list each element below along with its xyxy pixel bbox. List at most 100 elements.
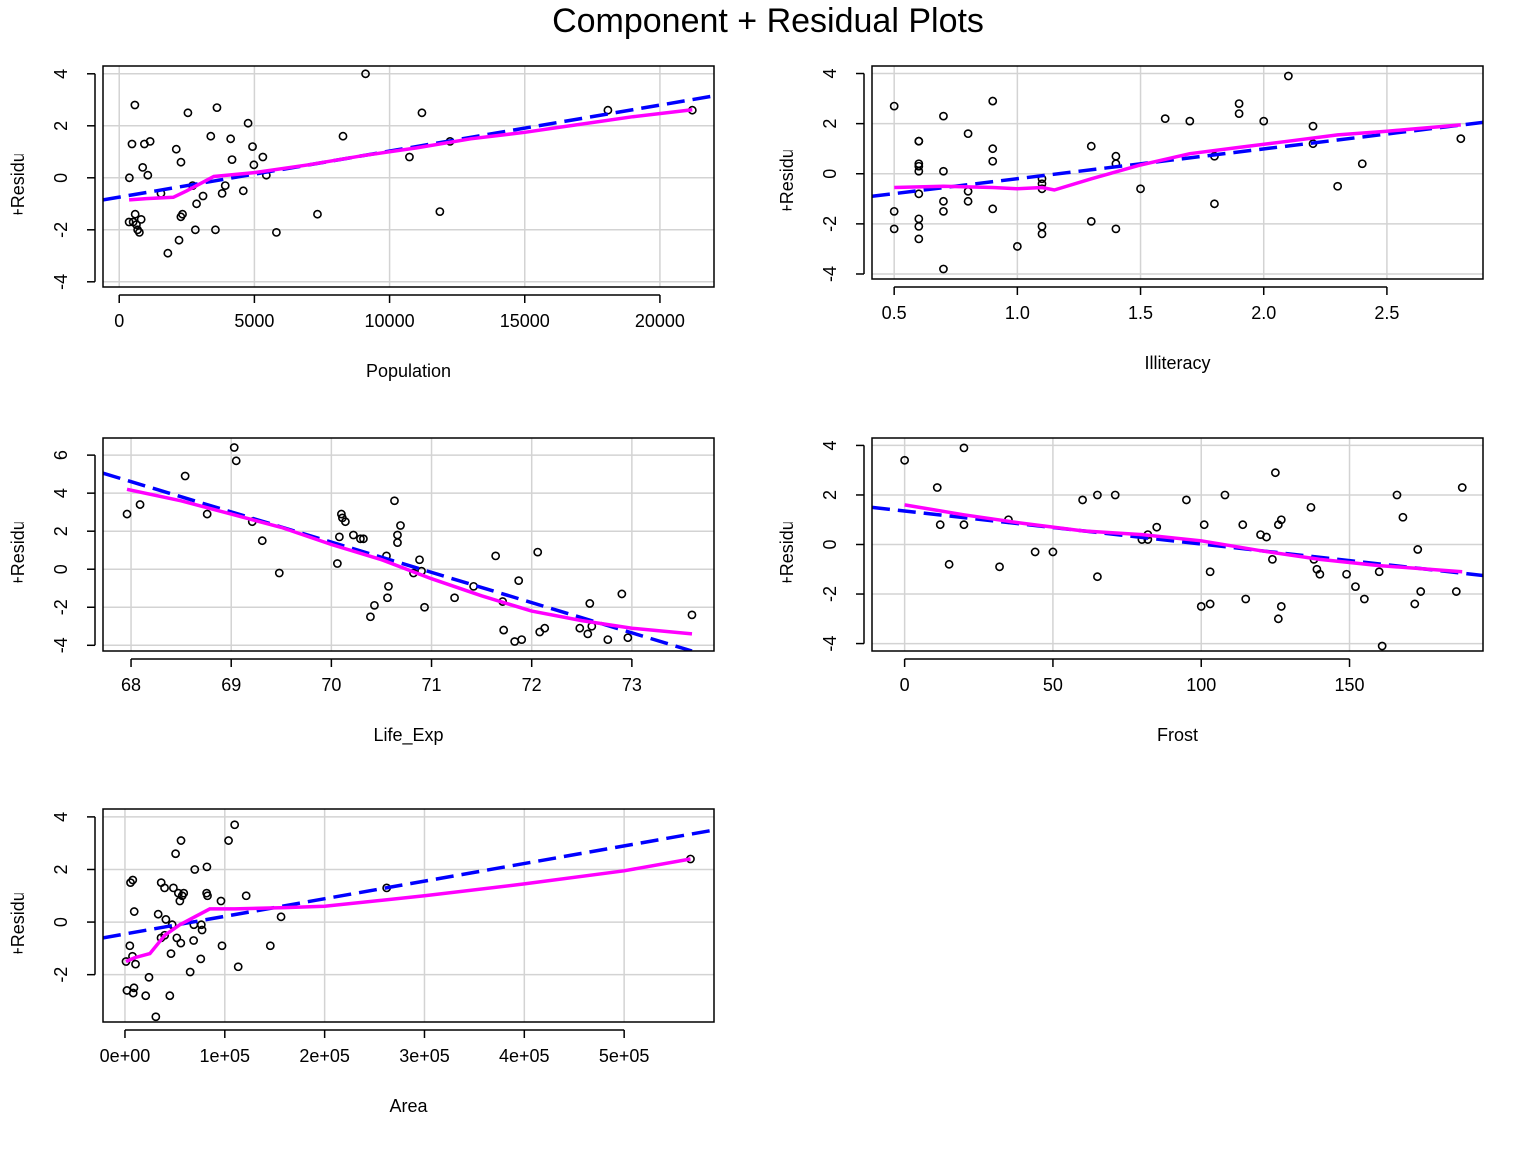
- data-point: [1205, 567, 1215, 577]
- data-point: [361, 69, 370, 79]
- data-point: [415, 555, 424, 565]
- data-point: [190, 225, 200, 235]
- data-point: [165, 991, 175, 1001]
- data-point: [935, 520, 945, 530]
- data-point: [1413, 545, 1423, 554]
- data-point: [1398, 512, 1408, 522]
- y-tick-label: 0: [51, 564, 71, 574]
- figure-title: Component + Residual Plots: [552, 2, 984, 40]
- panel-population: 0 5000 10000 15000 20000 Population -4 -2 0 2 4 Com…: [8, 65, 715, 381]
- data-point: [243, 118, 253, 128]
- data-point: [617, 589, 627, 599]
- data-point: [258, 152, 268, 162]
- data-point: [171, 144, 181, 154]
- data-point: [1234, 109, 1244, 119]
- data-point: [196, 954, 206, 964]
- data-point: [1342, 569, 1351, 579]
- data-point: [153, 909, 163, 919]
- data-point: [914, 189, 924, 199]
- x-axis: 0 50 100 150 Frost: [900, 658, 1365, 745]
- data-point: [338, 131, 348, 141]
- data-point: [1451, 587, 1461, 596]
- smooth-fit-line: [125, 857, 691, 964]
- data-point: [124, 217, 134, 227]
- data-point: [178, 209, 187, 219]
- x-tick-label: 2.0: [1251, 303, 1276, 323]
- data-point: [393, 530, 402, 540]
- x-tick-label: 5e+05: [599, 1046, 650, 1066]
- data-point: [499, 625, 509, 635]
- data-point: [174, 235, 184, 245]
- y-tick-label: 4: [820, 440, 840, 450]
- data-point: [575, 623, 585, 633]
- data-point: [176, 836, 186, 845]
- data-point: [190, 865, 200, 874]
- x-tick-label: 70: [321, 675, 341, 695]
- data-point: [274, 568, 284, 578]
- x-tick-label: 1.0: [1005, 303, 1030, 323]
- panel-frost: 0 50 100 150 Frost -4 -2 0 2 4 Component+Residual(…: [777, 437, 1484, 745]
- x-tick-label: 0: [900, 675, 910, 695]
- data-point: [1181, 495, 1191, 505]
- data-point: [959, 443, 969, 453]
- x-axis-label: Area: [389, 1096, 428, 1116]
- data-point: [122, 509, 132, 519]
- x-axis-label: Illiteracy: [1144, 353, 1210, 373]
- panel-illiteracy: 0.5 1.0 1.5 2.0 2.5 Illiteracy -4 -2 0 2 4 Componen…: [777, 65, 1484, 373]
- x-tick-label: 68: [121, 675, 141, 695]
- grid-lines: [872, 438, 1483, 651]
- data-point: [179, 888, 189, 898]
- data-point: [212, 103, 222, 112]
- plot-area: [103, 820, 714, 1022]
- data-point: [176, 938, 186, 948]
- data-point: [230, 820, 240, 830]
- data-point: [959, 520, 969, 530]
- y-tick-label: 6: [51, 450, 71, 460]
- y-tick-label: 4: [51, 69, 71, 79]
- x-tick-label: 4e+05: [499, 1046, 550, 1066]
- data-point: [944, 559, 954, 569]
- data-point: [491, 551, 501, 561]
- data-point: [914, 161, 924, 171]
- x-tick-label: 0e+00: [100, 1046, 151, 1066]
- data-point: [185, 967, 195, 977]
- data-point: [138, 162, 148, 172]
- x-tick-label: 5000: [234, 311, 274, 331]
- data-point: [141, 991, 151, 1001]
- y-tick-label: -2: [51, 222, 71, 238]
- data-point: [197, 925, 207, 935]
- data-point: [1152, 522, 1162, 532]
- data-point: [248, 142, 257, 151]
- data-point: [1241, 594, 1251, 604]
- y-tick-label: 2: [51, 864, 71, 874]
- data-point: [1259, 116, 1269, 126]
- data-point: [226, 134, 236, 144]
- data-point: [988, 204, 998, 214]
- x-tick-label: 50: [1043, 675, 1063, 695]
- data-point: [1333, 181, 1343, 191]
- data-point: [1268, 554, 1277, 564]
- data-point: [914, 136, 924, 146]
- data-point: [1220, 490, 1230, 500]
- data-point: [145, 136, 155, 146]
- y-tick-label: 2: [51, 526, 71, 536]
- data-point: [231, 456, 241, 466]
- data-point: [1283, 71, 1293, 81]
- data-point: [1270, 468, 1280, 478]
- data-point: [183, 108, 193, 118]
- plot-area: [872, 443, 1483, 651]
- data-point: [127, 139, 137, 149]
- y-tick-label: -2: [51, 967, 71, 983]
- x-axis-label: Population: [366, 361, 451, 381]
- data-point: [134, 227, 144, 237]
- x-axis-label: Frost: [1157, 725, 1198, 745]
- data-point: [217, 188, 227, 198]
- data-point: [1416, 587, 1426, 596]
- data-point: [988, 144, 998, 154]
- data-point: [1111, 224, 1121, 234]
- data-point: [1136, 184, 1145, 194]
- x-tick-label: 72: [522, 675, 542, 695]
- data-point: [1093, 572, 1102, 582]
- data-point: [216, 896, 226, 906]
- data-point: [189, 936, 199, 945]
